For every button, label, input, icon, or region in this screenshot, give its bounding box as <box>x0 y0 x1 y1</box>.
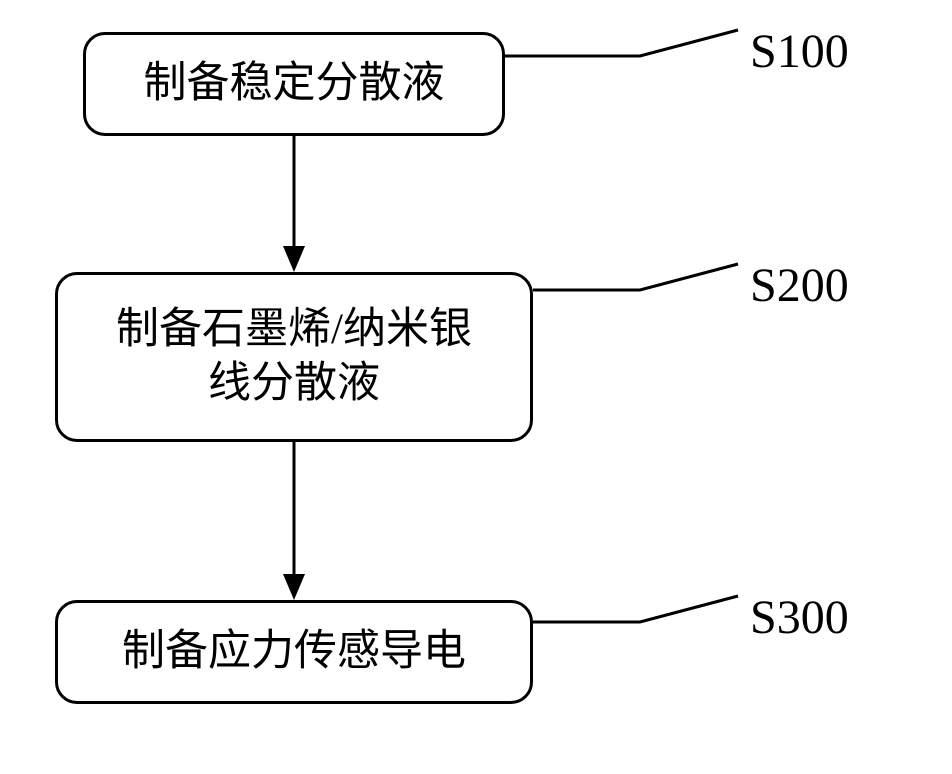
flowchart-canvas: 制备稳定分散液制备石墨烯/纳米银 线分散液制备应力传感导电S100S200S30… <box>0 0 952 774</box>
flow-arrow <box>0 0 952 774</box>
